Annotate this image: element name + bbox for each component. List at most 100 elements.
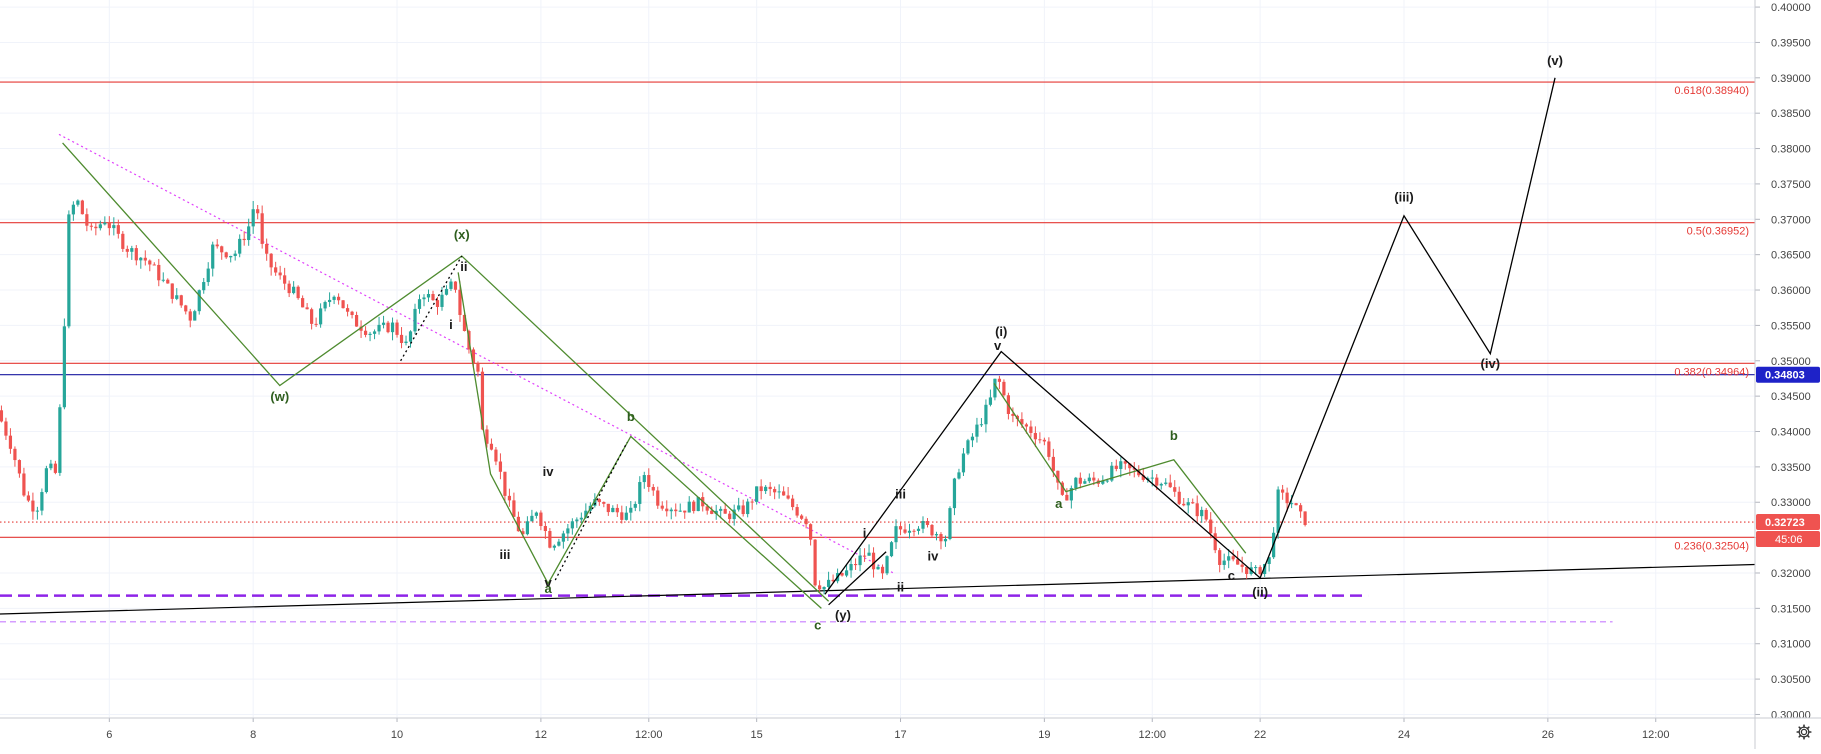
candle-body (638, 482, 642, 504)
candle-body (1173, 487, 1177, 492)
candle-body (489, 443, 494, 450)
candle-body (840, 573, 844, 576)
candle-body (107, 222, 111, 229)
candle-body (431, 294, 435, 301)
candle-body (755, 486, 759, 502)
y-tick-label: 0.37500 (1771, 179, 1811, 191)
candle-body (269, 253, 273, 268)
candle-body (377, 324, 381, 332)
candle-body (764, 486, 768, 492)
candle-body (417, 299, 422, 309)
candle-body (453, 281, 458, 290)
candle-body (961, 453, 966, 473)
candle-body (1087, 477, 1091, 482)
candle-body (35, 510, 40, 512)
candle-body (4, 421, 8, 436)
candle-body (907, 530, 912, 533)
price-badge-label: 0.34803 (1765, 370, 1805, 382)
candle-body (1047, 441, 1051, 457)
candle-body (1285, 492, 1289, 504)
wave-label: i (863, 526, 867, 541)
candle-body (1042, 439, 1046, 442)
candle-body (238, 238, 242, 254)
candle-body (525, 521, 529, 535)
candle-body (683, 510, 687, 513)
x-tick-label: 24 (1398, 729, 1410, 741)
price-axis[interactable]: 0.40000 0.39500 0.39000 0.38500 0.38000 0.375… (1754, 0, 1820, 749)
candle-body (314, 323, 318, 325)
grid-lines (0, 0, 1755, 718)
candle-body (1105, 480, 1109, 482)
candle-body (1213, 533, 1217, 551)
wave-label: c (814, 618, 821, 633)
candle-body (885, 556, 889, 574)
candle-body (1119, 461, 1123, 469)
wave-label: b (1170, 428, 1178, 443)
x-tick-label: 26 (1542, 729, 1554, 741)
candle-body (125, 248, 129, 252)
candle-body (435, 300, 440, 307)
y-tick-label: 0.37000 (1771, 214, 1811, 226)
candle-body (413, 308, 417, 332)
candle-body (480, 371, 485, 430)
candle-body (350, 311, 354, 315)
wave-path (993, 383, 1247, 554)
fib-level-label: 0.382(0.34964) (1674, 366, 1749, 378)
candle-body (1182, 503, 1186, 506)
y-tick-label: 0.35500 (1771, 320, 1811, 332)
settings-button[interactable] (1793, 723, 1815, 745)
candle-body (768, 486, 772, 490)
candle-body (1254, 567, 1258, 569)
wave-path (828, 551, 887, 606)
candle-body (449, 281, 453, 289)
candle-body (800, 515, 804, 519)
candle-body (602, 501, 606, 504)
candle-body (1231, 556, 1235, 560)
candle-body (1276, 489, 1280, 533)
candle-body (1168, 482, 1172, 488)
candle-body (130, 248, 134, 252)
candle-body (1177, 491, 1181, 504)
candle-body (575, 519, 579, 522)
y-tick-label: 0.33000 (1771, 497, 1811, 509)
time-axis[interactable]: 6 8 10 12 12:00 15 17 19 12:00 22 24 26 12:00 (0, 717, 1821, 741)
candle-body (166, 279, 170, 284)
candle-body (853, 564, 858, 566)
candle-body (566, 528, 570, 534)
candle-body (1281, 489, 1285, 493)
candle-body (1114, 465, 1118, 469)
candle-body (1236, 559, 1240, 565)
candle-body (849, 564, 853, 571)
candle-body (912, 530, 916, 532)
candle-body (0, 410, 4, 422)
candle-body (647, 475, 651, 487)
candle-body (1069, 488, 1073, 501)
candle-body (1209, 519, 1213, 534)
candle-body (422, 297, 426, 300)
candle-body (1011, 413, 1015, 416)
horizontal-levels (0, 81, 1755, 623)
x-tick-label: 12 (535, 729, 547, 741)
candle-body (786, 495, 790, 499)
candle-body (710, 510, 714, 514)
candle-body (112, 225, 116, 229)
candle-body (58, 407, 62, 473)
candle-body (94, 226, 98, 229)
candle-body (557, 541, 561, 546)
candle-body (844, 570, 849, 576)
wave-label: ii (460, 259, 467, 274)
candle-body (31, 500, 35, 512)
candle-body (197, 290, 201, 312)
candle-body (1222, 560, 1226, 565)
y-tick-label: 0.40000 (1771, 2, 1811, 14)
candle-body (777, 491, 781, 493)
candle-body (665, 508, 669, 512)
candle-body (1155, 477, 1159, 486)
trendlines (0, 133, 1756, 615)
candle-body (1029, 426, 1033, 433)
candle-body (98, 224, 102, 229)
x-tick-label: 12:00 (1138, 729, 1166, 741)
candle-body (687, 501, 691, 513)
